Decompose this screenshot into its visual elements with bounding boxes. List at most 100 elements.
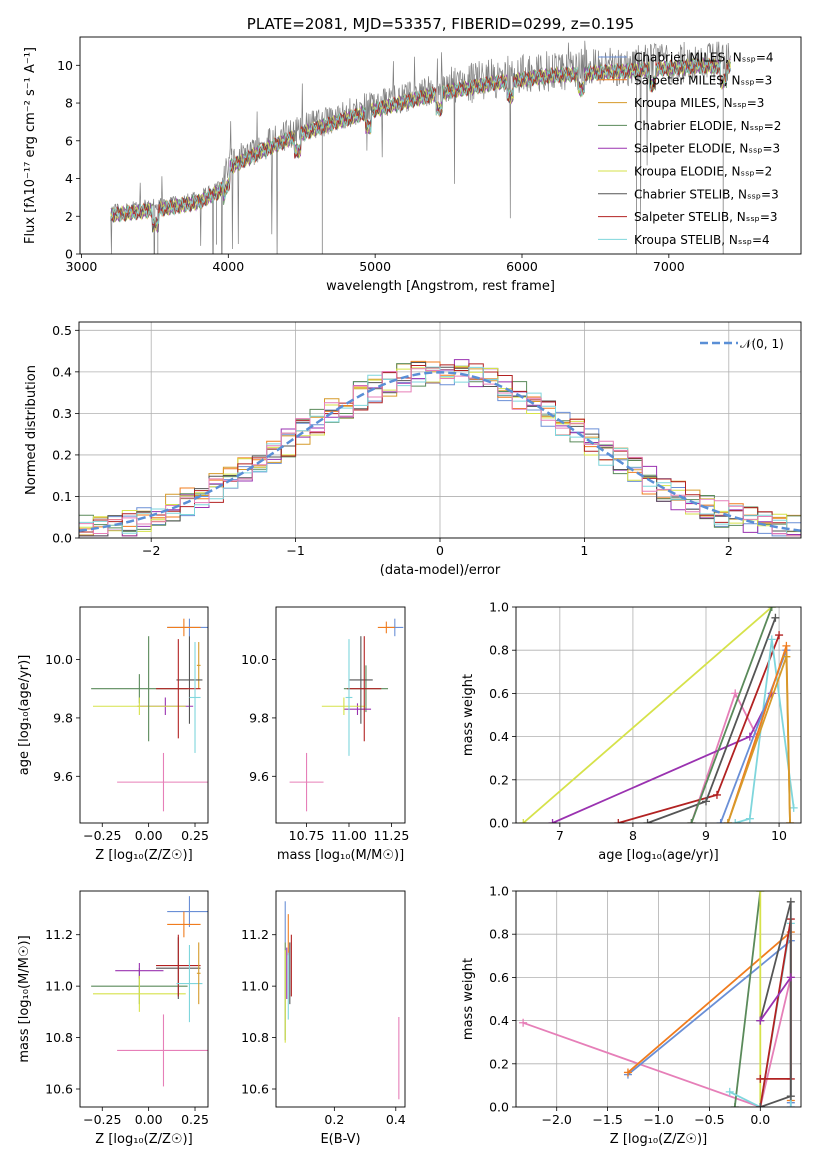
weight-vs-age-panel-series-line (522, 607, 773, 823)
weight-vs-z-panel-series-line (522, 977, 792, 1107)
spectrum-panel-xlabel: wavelength [Angstrom, rest frame] (326, 279, 555, 294)
legend-entry: Salpeter STELIB, Nₛₛₚ=3 (634, 210, 778, 224)
weight-vs-z-panel-series-marker (786, 973, 795, 982)
weight-vs-z-panel-series-line (759, 976, 792, 1022)
mass-vs-z-panel-xtick-label: −0.25 (83, 1112, 121, 1127)
weight-vs-age-panel-ytick-label: 1.0 (489, 600, 509, 615)
mass-vs-z-panel-ytick-label: 11.2 (45, 927, 73, 942)
weight-vs-z-panel: −2.0 −1.5 −1.0 −0.5 0.0 0.0 0.2 0.4 0.6 0.8 1.0 Z [… (461, 884, 802, 1147)
age-vs-mass-panel-ytick-label: 9.8 (249, 710, 269, 725)
legend-entry: Salpeter MILES, Nₛₛₚ=3 (634, 73, 772, 87)
weight-vs-age-panel-series-marker (723, 819, 732, 823)
weight-vs-age-panel-series-marker (782, 652, 791, 661)
weight-vs-age-panel-series-line (690, 607, 773, 823)
weight-vs-age-panel-series-line (618, 634, 780, 823)
residual-panel-xtick-label: −2 (142, 543, 160, 558)
age-vs-z-panel-xtick-label: 0.25 (181, 828, 209, 843)
spectrum-legend: Chabrier MILES, Nₛₛₚ=4 Salpeter MILES, Nₛ… (598, 51, 781, 247)
weight-vs-z-panel-plot-area (516, 891, 801, 1107)
weight-vs-z-panel-xtick-label: −2.0 (542, 1112, 572, 1127)
mass-vs-z-panel-plot-area (91, 896, 208, 1087)
weight-vs-z-panel-xlabel: Z [log₁₀(Z/Z☉)] (610, 1132, 707, 1147)
weight-vs-z-panel-series-marker (786, 897, 795, 906)
weight-vs-z-panel-ytick-label: 0.8 (489, 927, 509, 942)
weight-vs-age-panel-xtick-label: 7 (556, 828, 564, 843)
weight-vs-age-panel-plot-area (516, 607, 801, 823)
weight-vs-z-panel-series-marker (786, 1092, 795, 1101)
weight-vs-age-panel-series-marker (745, 814, 754, 823)
legend-entry: Kroupa MILES, Nₛₛₚ=3 (634, 96, 764, 110)
weight-vs-age-panel-series-marker (687, 819, 696, 823)
age-vs-z-panel-ytick-label: 9.8 (53, 710, 73, 725)
normal-curve (79, 371, 801, 532)
mass-vs-ebv-panel-ytick-label: 11.0 (241, 979, 269, 994)
weight-vs-z-panel-ytick-label: 0.4 (489, 1013, 509, 1028)
weight-vs-z-panel-series-marker (730, 1103, 739, 1107)
residual-panel-ytick-label: 0.2 (52, 447, 72, 462)
weight-vs-z-panel-ytick-label: 0.0 (489, 1100, 509, 1115)
spectrum-panel-xtick-label: 7000 (653, 259, 685, 274)
age-vs-z-panel-xlabel: Z [log₁₀(Z/Z☉)] (95, 848, 192, 863)
weight-vs-age-panel-series-marker (767, 607, 776, 611)
residual-panel-xtick-label: −1 (286, 543, 304, 558)
weight-vs-age-panel-series-marker (771, 613, 780, 622)
mass-vs-z-panel-ytick-label: 10.6 (45, 1082, 73, 1097)
residual-panel-ytick-label: 0.3 (52, 406, 72, 421)
weight-vs-z-panel-ytick-label: 1.0 (489, 884, 509, 899)
weight-vs-age-panel-ytick-label: 0.6 (489, 686, 509, 701)
weight-vs-z-panel-xtick-label: −1.0 (643, 1112, 673, 1127)
mass-vs-ebv-panel-ytick-label: 10.8 (241, 1030, 269, 1045)
spectrum-panel-ytick-label: 2 (65, 209, 73, 224)
spectrum-panel-xtick-label: 3000 (66, 259, 98, 274)
weight-vs-age-panel-series-line (734, 639, 795, 823)
mass-vs-z-panel-xtick-label: 0.00 (135, 1112, 163, 1127)
weight-vs-z-panel-series-marker (756, 1103, 765, 1107)
weight-vs-age-panel-ytick-label: 0.4 (489, 729, 509, 744)
weight-vs-age-panel-ytick-label: 0.8 (489, 643, 509, 658)
weight-vs-age-panel-series-marker (731, 819, 740, 823)
weight-vs-z-panel-series-marker (756, 891, 765, 895)
mass-vs-z-panel-frame (79, 890, 209, 1108)
spectrum-model-line (110, 58, 731, 226)
weight-vs-z-panel-series-marker (725, 1087, 734, 1096)
weight-vs-age-panel-series-marker (712, 790, 721, 799)
weight-vs-z-panel-series-marker (623, 1068, 632, 1077)
spectrum-panel-ytick-label: 8 (65, 96, 73, 111)
legend-entry: Chabrier STELIB, Nₛₛₚ=3 (634, 187, 779, 201)
spectrum-panel-ytick-label: 0 (65, 247, 73, 262)
weight-vs-z-panel-xtick-label: −1.5 (592, 1112, 622, 1127)
spectrum-panel-ytick-label: 10 (57, 58, 73, 73)
residual-panel-ytick-label: 0.1 (52, 489, 72, 504)
spectrum-panel-ytick-label: 4 (65, 171, 73, 186)
spectrum-panel-ylabel: Flux [fλ10⁻¹⁷ erg cm⁻² s⁻¹ A⁻¹] (23, 47, 38, 244)
legend-entry: Salpeter ELODIE, Nₛₛₚ=3 (634, 142, 780, 156)
weight-vs-age-panel-ylabel: mass weight (461, 674, 476, 756)
mass-vs-z-panel-ytick-label: 10.8 (45, 1030, 73, 1045)
age-vs-z-panel-ytick-label: 10.0 (45, 652, 73, 667)
weight-vs-age-panel: 7 8 9 10 0.0 0.2 0.4 0.6 0.8 1.0 age [log₁₀(age/yr… (461, 600, 802, 863)
residual-panel-ytick-label: 0.5 (52, 323, 72, 338)
age-vs-z-panel: −0.25 0.00 0.25 9.6 9.8 10.0 Z [log₁₀(Z/Z☉)] ag… (17, 606, 209, 863)
age-vs-mass-panel-plot-area (289, 618, 404, 812)
weight-vs-z-panel-frame (515, 890, 802, 1108)
weight-vs-z-panel-ylabel: mass weight (461, 958, 476, 1040)
mass-vs-ebv-panel-xtick-label: 0.4 (386, 1112, 406, 1127)
weight-vs-age-panel-series-marker (782, 641, 791, 650)
age-vs-mass-panel-xtick-label: 10.75 (289, 828, 325, 843)
weight-vs-z-panel-ytick-label: 0.6 (489, 970, 509, 985)
residual-panel-plot-area (79, 322, 801, 538)
mass-vs-ebv-panel-frame (275, 890, 406, 1108)
spectrum-panel-ytick-label: 6 (65, 133, 73, 148)
weight-vs-age-panel-frame (515, 606, 802, 824)
weight-vs-age-panel-series-marker (745, 732, 754, 741)
normal-legend-label: 𝒩(0, 1) (740, 337, 784, 351)
chart-title: PLATE=2081, MJD=53357, FIBERID=0299, z=0… (247, 15, 634, 33)
weight-vs-z-panel-series-marker (519, 1018, 528, 1027)
mass-vs-z-panel-xlabel: Z [log₁₀(Z/Z☉)] (95, 1132, 192, 1147)
weight-vs-z-panel-series-line (733, 891, 762, 1107)
spectrum-model-line (110, 57, 731, 227)
weight-vs-age-panel-series-marker (519, 819, 528, 823)
histogram-step (79, 365, 801, 533)
legend-entry: Kroupa ELODIE, Nₛₛₚ=2 (634, 165, 772, 179)
